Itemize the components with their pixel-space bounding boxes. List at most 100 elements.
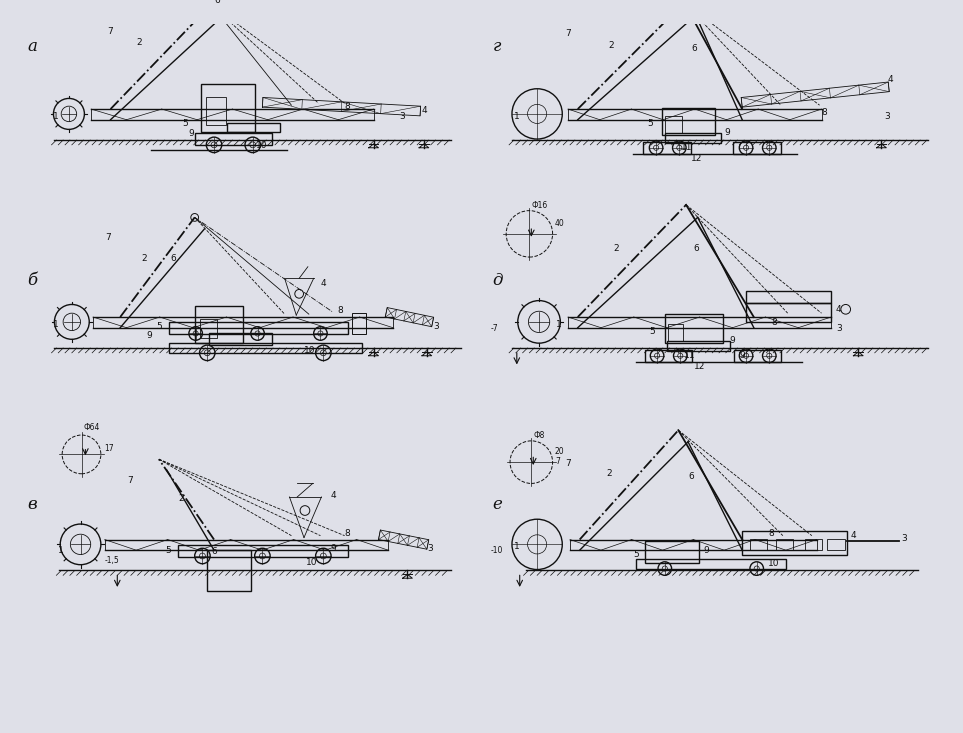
Bar: [746, 291, 831, 303]
Bar: [195, 133, 273, 145]
Text: 1: 1: [53, 320, 58, 328]
Bar: [746, 303, 831, 322]
Text: 4: 4: [850, 531, 856, 539]
Bar: [199, 319, 217, 339]
Bar: [209, 334, 273, 345]
Text: 3: 3: [399, 111, 404, 121]
Bar: [664, 116, 682, 133]
Text: 3: 3: [884, 111, 890, 121]
Text: 7: 7: [105, 232, 111, 242]
Bar: [645, 542, 699, 563]
Text: 3: 3: [433, 322, 439, 331]
Text: 6: 6: [690, 44, 696, 53]
Text: 8: 8: [768, 528, 774, 538]
Bar: [733, 142, 781, 154]
Text: 2: 2: [142, 254, 147, 263]
Text: -7: -7: [491, 323, 498, 333]
Text: 8: 8: [337, 306, 343, 315]
Text: 4: 4: [422, 106, 428, 115]
Text: 2: 2: [137, 38, 143, 47]
Text: 5: 5: [649, 328, 655, 336]
Bar: [226, 122, 280, 132]
Bar: [667, 324, 683, 342]
Text: 2: 2: [613, 244, 619, 254]
Text: 20: 20: [555, 447, 564, 457]
Text: 10: 10: [304, 346, 316, 355]
Bar: [742, 531, 846, 555]
Text: 7: 7: [127, 476, 133, 485]
Bar: [664, 314, 723, 343]
Text: 9: 9: [146, 331, 152, 340]
Text: 7: 7: [565, 29, 571, 37]
Bar: [805, 539, 822, 550]
Text: 11: 11: [684, 350, 695, 360]
Text: 8: 8: [345, 102, 351, 111]
Text: 1: 1: [556, 320, 561, 328]
Text: б: б: [27, 272, 38, 289]
Text: 4: 4: [330, 491, 336, 500]
Text: 11: 11: [681, 143, 692, 152]
Text: -10: -10: [491, 546, 503, 555]
Bar: [645, 350, 691, 361]
Text: 8: 8: [345, 528, 351, 538]
Text: 7: 7: [556, 457, 560, 466]
Text: г: г: [493, 38, 501, 56]
Text: 5: 5: [182, 119, 188, 128]
Bar: [195, 306, 243, 343]
Text: е: е: [493, 496, 503, 513]
Bar: [664, 133, 721, 143]
Text: 8: 8: [771, 318, 777, 327]
Text: 9: 9: [730, 336, 736, 345]
Bar: [178, 545, 348, 557]
Bar: [750, 539, 768, 550]
Bar: [201, 84, 254, 132]
Text: 12: 12: [690, 155, 702, 163]
Bar: [169, 343, 362, 353]
Text: 12: 12: [693, 362, 705, 372]
Text: 6: 6: [170, 254, 176, 263]
Text: 1: 1: [59, 546, 64, 555]
Bar: [206, 97, 225, 125]
Text: 5: 5: [647, 119, 653, 128]
Text: -1,5: -1,5: [105, 556, 119, 564]
Text: 9: 9: [725, 128, 731, 137]
Bar: [207, 550, 250, 591]
Text: 1: 1: [514, 542, 520, 551]
Bar: [735, 350, 781, 361]
Text: 9: 9: [188, 129, 194, 138]
Bar: [666, 342, 730, 351]
Text: 1: 1: [514, 111, 520, 121]
Bar: [776, 539, 794, 550]
Text: а: а: [27, 38, 38, 56]
Text: 5: 5: [166, 546, 171, 555]
Text: 6: 6: [211, 547, 217, 556]
Text: 9: 9: [704, 546, 710, 555]
Text: 17: 17: [104, 443, 114, 452]
Text: 4: 4: [887, 75, 893, 84]
Bar: [662, 108, 716, 135]
Bar: [169, 322, 348, 334]
Text: 9: 9: [330, 544, 336, 553]
Text: 3: 3: [836, 323, 842, 333]
Text: в: в: [27, 496, 37, 513]
Text: Ф16: Ф16: [532, 201, 548, 210]
Text: 2: 2: [607, 468, 612, 478]
Text: 6: 6: [688, 471, 693, 481]
Bar: [352, 313, 366, 334]
Text: 9: 9: [740, 350, 745, 360]
Text: 3: 3: [900, 534, 906, 543]
Text: 4: 4: [321, 279, 326, 288]
Text: Ф8: Ф8: [534, 431, 545, 440]
Text: 6: 6: [214, 0, 220, 4]
Bar: [642, 142, 690, 154]
Text: 8: 8: [821, 108, 827, 117]
Text: 6: 6: [693, 244, 699, 254]
Text: 3: 3: [427, 544, 432, 553]
Text: 10: 10: [255, 141, 267, 150]
Text: 4: 4: [836, 305, 842, 314]
Text: 1: 1: [53, 111, 58, 121]
Text: 5: 5: [156, 322, 162, 331]
Text: 7: 7: [108, 26, 114, 36]
Bar: [636, 559, 786, 569]
Text: Ф64: Ф64: [84, 423, 100, 432]
